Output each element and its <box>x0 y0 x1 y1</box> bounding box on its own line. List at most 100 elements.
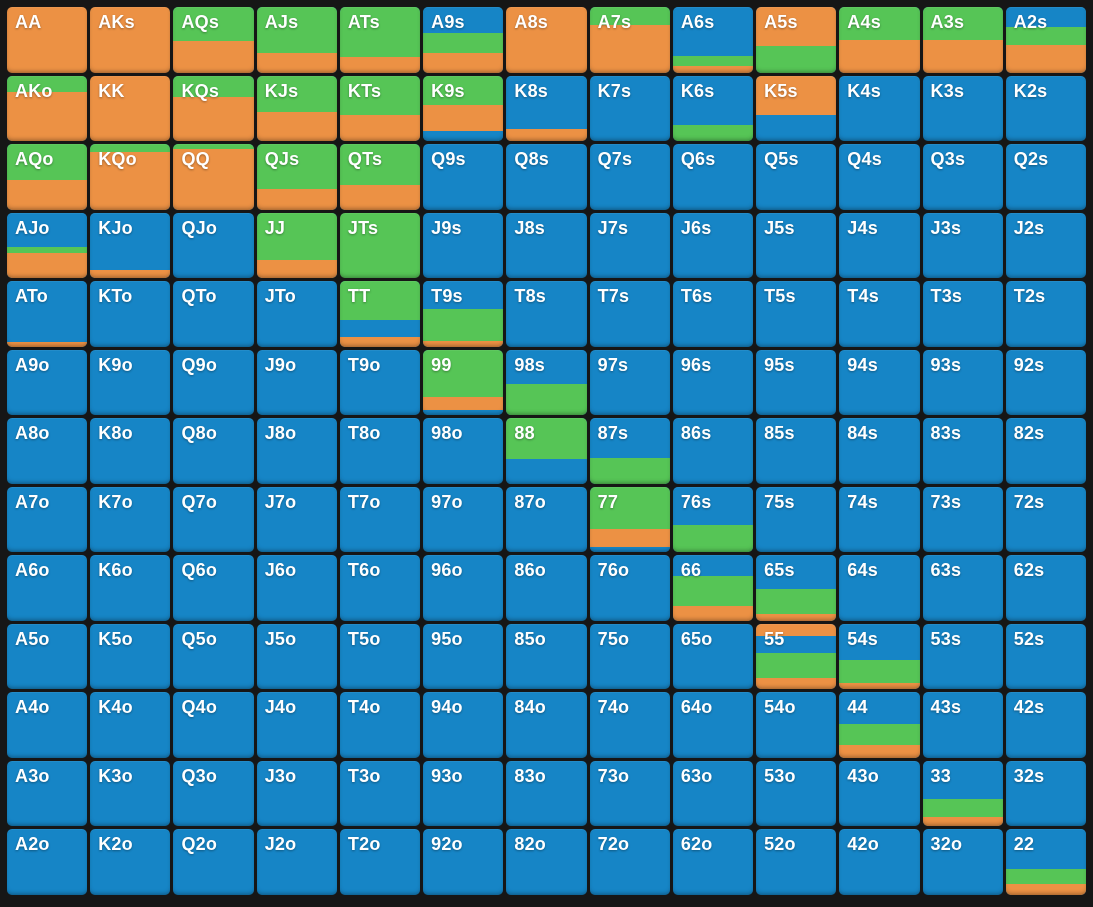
hand-cell-Q4o[interactable]: Q4o <box>173 692 254 758</box>
hand-cell-75s[interactable]: 75s <box>756 486 837 553</box>
hand-cell-A5o[interactable]: A5o <box>7 623 88 690</box>
hand-cell-J8s[interactable]: J8s <box>506 212 587 279</box>
hand-cell-QQ[interactable]: QQ <box>173 144 254 210</box>
hand-cell-43o[interactable]: 43o <box>839 760 920 827</box>
hand-cell-63s[interactable]: 63s <box>922 555 1003 621</box>
hand-cell-K9o[interactable]: K9o <box>90 349 171 416</box>
hand-cell-86s[interactable]: 86s <box>672 418 754 484</box>
hand-cell-A3o[interactable]: A3o <box>7 760 88 827</box>
hand-cell-Q8s[interactable]: Q8s <box>506 144 587 210</box>
hand-cell-86o[interactable]: 86o <box>506 555 587 621</box>
hand-cell-J2s[interactable]: J2s <box>1005 212 1086 279</box>
hand-cell-J4s[interactable]: J4s <box>839 212 920 279</box>
hand-cell-J5s[interactable]: J5s <box>756 212 837 279</box>
hand-cell-74o[interactable]: 74o <box>589 692 670 758</box>
hand-cell-AKo[interactable]: AKo <box>7 75 88 142</box>
hand-cell-Q2s[interactable]: Q2s <box>1005 144 1086 210</box>
hand-cell-AKs[interactable]: AKs <box>90 7 171 73</box>
hand-cell-KJo[interactable]: KJo <box>90 212 171 279</box>
hand-cell-T3o[interactable]: T3o <box>339 760 421 827</box>
hand-cell-KTo[interactable]: KTo <box>90 281 171 347</box>
hand-cell-ATo[interactable]: ATo <box>7 281 88 347</box>
hand-cell-97s[interactable]: 97s <box>589 349 670 416</box>
hand-cell-55[interactable]: 55 <box>756 623 837 690</box>
hand-cell-K6o[interactable]: K6o <box>90 555 171 621</box>
hand-cell-76o[interactable]: 76o <box>589 555 670 621</box>
hand-cell-53s[interactable]: 53s <box>922 623 1003 690</box>
hand-cell-87s[interactable]: 87s <box>589 418 670 484</box>
hand-cell-52o[interactable]: 52o <box>756 829 837 895</box>
hand-cell-83o[interactable]: 83o <box>506 760 587 827</box>
hand-cell-Q5o[interactable]: Q5o <box>173 623 254 690</box>
hand-cell-J3o[interactable]: J3o <box>256 760 337 827</box>
hand-cell-64s[interactable]: 64s <box>839 555 920 621</box>
hand-cell-Q6o[interactable]: Q6o <box>173 555 254 621</box>
hand-cell-J9o[interactable]: J9o <box>256 349 337 416</box>
hand-cell-76s[interactable]: 76s <box>672 486 754 553</box>
hand-cell-T8s[interactable]: T8s <box>506 281 587 347</box>
hand-cell-82s[interactable]: 82s <box>1005 418 1086 484</box>
hand-cell-32o[interactable]: 32o <box>922 829 1003 895</box>
hand-cell-A8o[interactable]: A8o <box>7 418 88 484</box>
hand-cell-95o[interactable]: 95o <box>423 623 504 690</box>
hand-cell-A2o[interactable]: A2o <box>7 829 88 895</box>
hand-cell-T8o[interactable]: T8o <box>339 418 421 484</box>
hand-cell-T4s[interactable]: T4s <box>839 281 920 347</box>
hand-cell-QTs[interactable]: QTs <box>339 144 421 210</box>
hand-cell-AQo[interactable]: AQo <box>7 144 88 210</box>
hand-cell-K2o[interactable]: K2o <box>90 829 171 895</box>
hand-cell-73o[interactable]: 73o <box>589 760 670 827</box>
hand-cell-54o[interactable]: 54o <box>756 692 837 758</box>
hand-cell-K7o[interactable]: K7o <box>90 486 171 553</box>
hand-cell-ATs[interactable]: ATs <box>339 7 421 73</box>
hand-cell-K4o[interactable]: K4o <box>90 692 171 758</box>
hand-cell-53o[interactable]: 53o <box>756 760 837 827</box>
hand-cell-92o[interactable]: 92o <box>423 829 504 895</box>
hand-cell-82o[interactable]: 82o <box>506 829 587 895</box>
hand-cell-TT[interactable]: TT <box>339 281 421 347</box>
hand-cell-Q3s[interactable]: Q3s <box>922 144 1003 210</box>
hand-cell-T4o[interactable]: T4o <box>339 692 421 758</box>
hand-cell-74s[interactable]: 74s <box>839 486 920 553</box>
hand-cell-84o[interactable]: 84o <box>506 692 587 758</box>
hand-cell-Q3o[interactable]: Q3o <box>173 760 254 827</box>
hand-cell-72s[interactable]: 72s <box>1005 486 1086 553</box>
hand-cell-J6o[interactable]: J6o <box>256 555 337 621</box>
hand-cell-AQs[interactable]: AQs <box>173 7 254 73</box>
hand-cell-T5o[interactable]: T5o <box>339 623 421 690</box>
hand-cell-63o[interactable]: 63o <box>672 760 754 827</box>
hand-cell-K3o[interactable]: K3o <box>90 760 171 827</box>
hand-cell-KK[interactable]: KK <box>90 75 171 142</box>
hand-cell-96o[interactable]: 96o <box>423 555 504 621</box>
hand-cell-66[interactable]: 66 <box>672 555 754 621</box>
hand-cell-K8o[interactable]: K8o <box>90 418 171 484</box>
hand-cell-K5s[interactable]: K5s <box>756 75 837 142</box>
hand-cell-75o[interactable]: 75o <box>589 623 670 690</box>
hand-cell-42o[interactable]: 42o <box>839 829 920 895</box>
hand-cell-43s[interactable]: 43s <box>922 692 1003 758</box>
hand-cell-A9s[interactable]: A9s <box>423 7 504 73</box>
hand-cell-KJs[interactable]: KJs <box>256 75 337 142</box>
hand-cell-K3s[interactable]: K3s <box>922 75 1003 142</box>
hand-cell-85o[interactable]: 85o <box>506 623 587 690</box>
hand-cell-88[interactable]: 88 <box>506 418 587 484</box>
hand-cell-J9s[interactable]: J9s <box>423 212 504 279</box>
hand-cell-52s[interactable]: 52s <box>1005 623 1086 690</box>
hand-cell-T3s[interactable]: T3s <box>922 281 1003 347</box>
hand-cell-T7s[interactable]: T7s <box>589 281 670 347</box>
hand-cell-A5s[interactable]: A5s <box>756 7 837 73</box>
hand-cell-99[interactable]: 99 <box>423 349 504 416</box>
hand-cell-A3s[interactable]: A3s <box>922 7 1003 73</box>
hand-cell-KTs[interactable]: KTs <box>339 75 421 142</box>
hand-cell-T6s[interactable]: T6s <box>672 281 754 347</box>
hand-cell-T9s[interactable]: T9s <box>423 281 504 347</box>
hand-cell-J7o[interactable]: J7o <box>256 486 337 553</box>
hand-cell-JTs[interactable]: JTs <box>339 212 421 279</box>
hand-cell-K5o[interactable]: K5o <box>90 623 171 690</box>
hand-cell-22[interactable]: 22 <box>1005 829 1086 895</box>
hand-cell-94o[interactable]: 94o <box>423 692 504 758</box>
hand-cell-Q8o[interactable]: Q8o <box>173 418 254 484</box>
hand-cell-A2s[interactable]: A2s <box>1005 7 1086 73</box>
hand-cell-T2s[interactable]: T2s <box>1005 281 1086 347</box>
hand-cell-Q6s[interactable]: Q6s <box>672 144 754 210</box>
